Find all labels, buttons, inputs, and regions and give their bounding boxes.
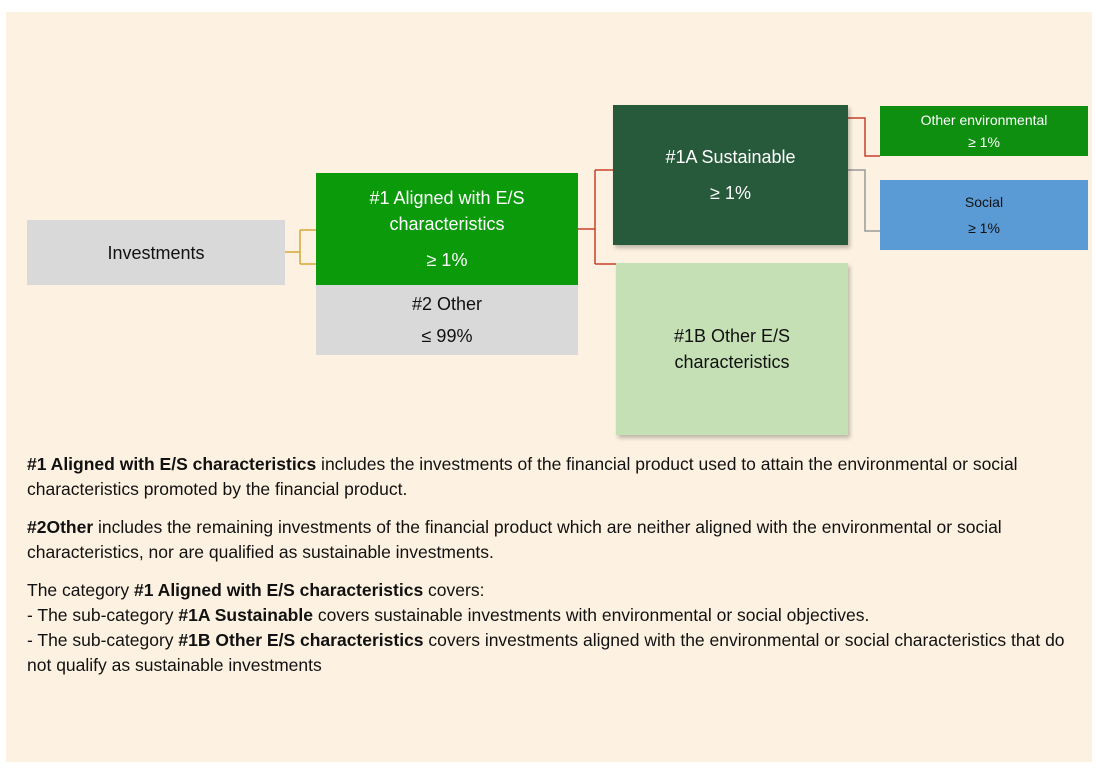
text: covers investments aligned with the envi… xyxy=(27,630,1065,675)
node-value: ≥ 1% xyxy=(968,134,1000,150)
text: covers: xyxy=(423,580,485,600)
bold-text: #1 Aligned with E/S characteristics xyxy=(134,580,424,600)
node-label: Investments xyxy=(107,242,205,263)
paragraph: - The sub-category #1A Sustainable cover… xyxy=(27,603,1089,628)
paragraph: #1 Aligned with E/S characteristics incl… xyxy=(27,452,1089,502)
text: - The sub-category xyxy=(27,605,179,625)
node-label: #1 Aligned with E/S characteristics xyxy=(369,188,525,234)
node: #2 Other ≤ 99% xyxy=(316,285,578,355)
text: covers sustainable investments with envi… xyxy=(312,605,870,625)
node-value: ≥ 1% xyxy=(426,250,468,270)
node-label: #1A Sustainable xyxy=(665,147,796,167)
bold-text: #1B Other E/S characteristics xyxy=(178,630,424,650)
node: Investments xyxy=(27,220,285,285)
notes: #1 Aligned with E/S characteristics incl… xyxy=(27,452,1089,691)
node-value: ≥ 1% xyxy=(710,183,751,203)
bold-text: #1A Sustainable xyxy=(178,605,313,625)
text: - The sub-category xyxy=(27,630,179,650)
node-label: Social xyxy=(964,194,1004,210)
node-label: #1B Other E/S characteristics xyxy=(673,326,791,372)
bold-text: #2Other xyxy=(27,517,94,537)
bold-text: #1 Aligned with E/S characteristics xyxy=(27,454,317,474)
node: #1A Sustainable ≥ 1% xyxy=(613,105,848,245)
paragraph: The category #1 Aligned with E/S charact… xyxy=(27,578,1089,603)
paragraph: #2Other includes the remaining investmen… xyxy=(27,515,1089,565)
node-value: ≤ 99% xyxy=(421,326,473,346)
node: #1 Aligned with E/S characteristics ≥ 1% xyxy=(316,173,578,285)
connector xyxy=(848,117,880,157)
node-label: #2 Other xyxy=(411,294,483,314)
connector xyxy=(848,169,880,232)
node: Social ≥ 1% xyxy=(880,180,1088,250)
node: Other environmental ≥ 1% xyxy=(880,106,1088,156)
text: includes the investments of the financia… xyxy=(27,454,1018,499)
node-value: ≥ 1% xyxy=(968,220,1000,236)
node: #1B Other E/S characteristics xyxy=(616,263,848,435)
connector xyxy=(578,169,616,265)
text: includes the remaining investments of th… xyxy=(27,517,1002,562)
text: The category xyxy=(27,580,134,600)
paragraph: - The sub-category #1B Other E/S charact… xyxy=(27,628,1089,678)
connector xyxy=(285,229,316,265)
node-label: Other environmental xyxy=(920,112,1048,128)
